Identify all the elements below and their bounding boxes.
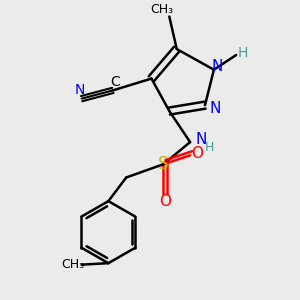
Text: N: N: [196, 132, 207, 147]
Text: N: N: [211, 59, 223, 74]
Text: CH₃: CH₃: [150, 3, 173, 16]
Text: H: H: [238, 46, 248, 61]
Text: N: N: [210, 100, 221, 116]
Text: H: H: [205, 141, 214, 154]
Text: O: O: [192, 146, 204, 160]
Text: C: C: [110, 75, 119, 89]
Text: N: N: [75, 83, 85, 98]
Text: CH₃: CH₃: [61, 258, 84, 271]
Text: O: O: [159, 194, 171, 208]
Text: S: S: [158, 155, 169, 173]
